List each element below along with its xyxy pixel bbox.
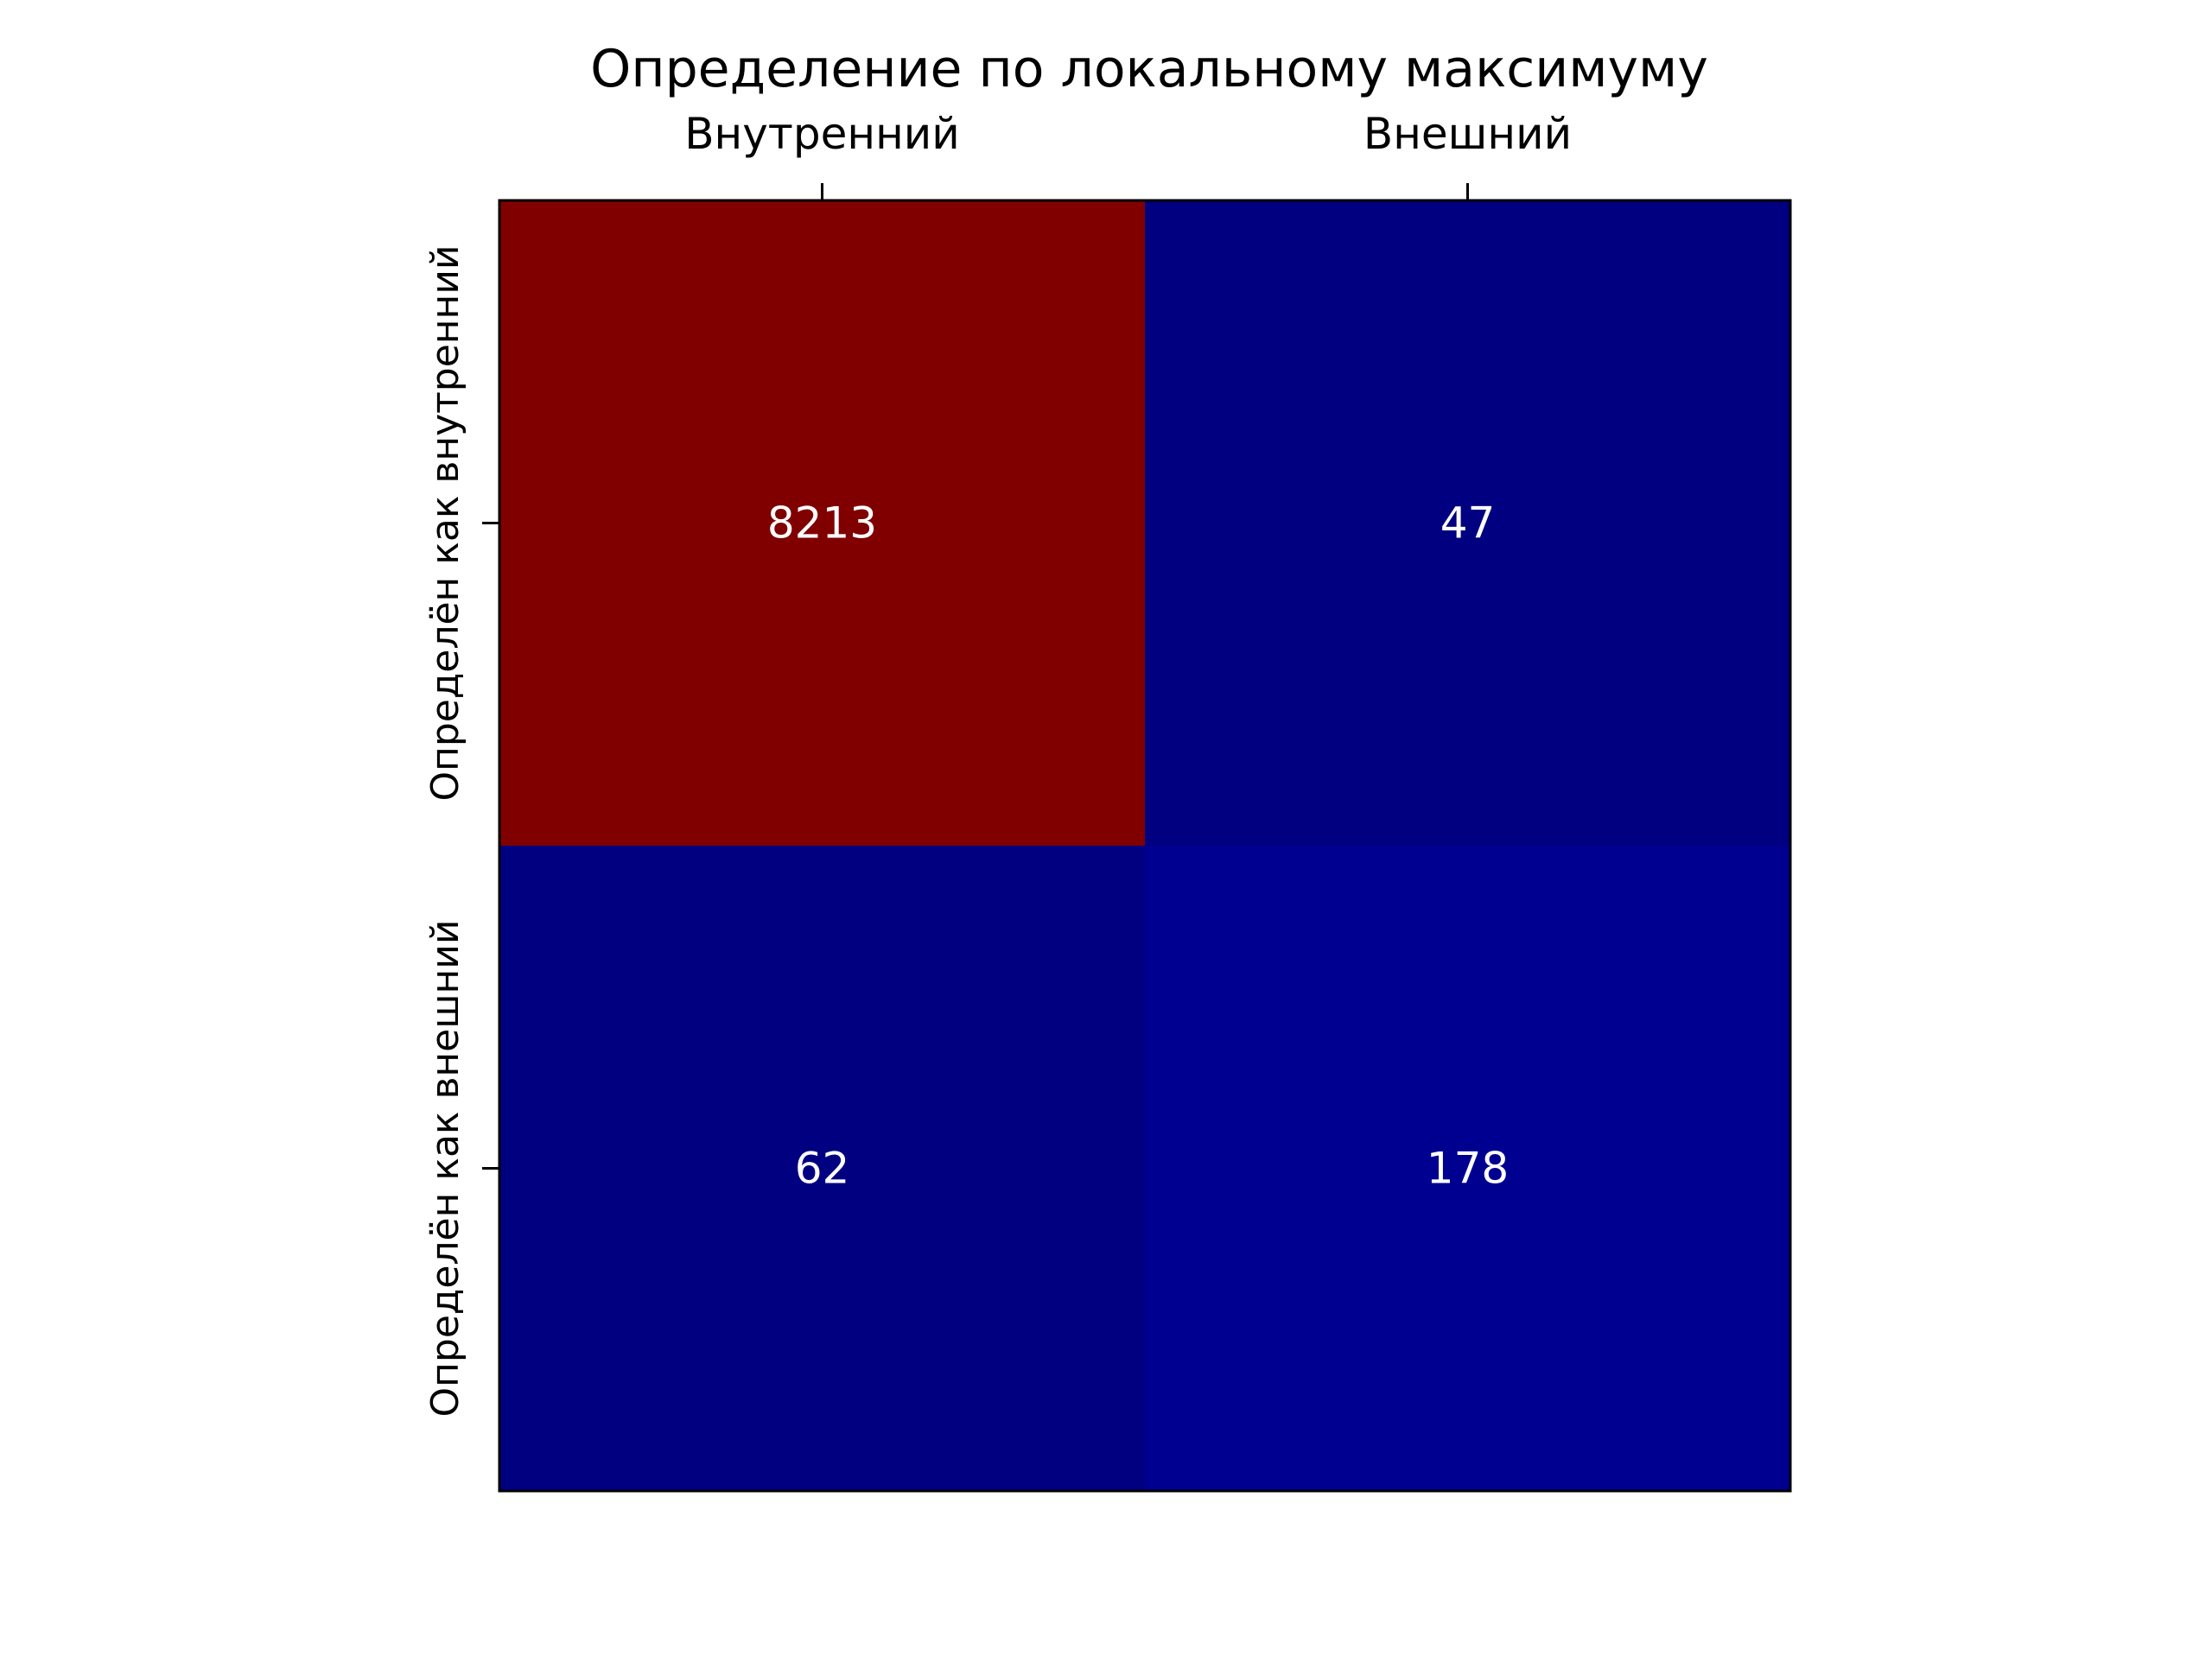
heatmap-cells — [499, 200, 1791, 1492]
y-tick-label-0: Определён как внутренний — [423, 244, 467, 801]
cell-value-labels: 8213 47 62 178 — [767, 498, 1509, 1194]
plot-frame — [498, 199, 1792, 1493]
y-axis-ticks: Определён как внутренний Определён как вн… — [423, 244, 499, 1417]
heatmap-cell-r0-c1 — [1145, 200, 1791, 847]
y-tick-label-1: Определён как внешний — [423, 920, 467, 1418]
x-tick-label-0: Внутренний — [684, 109, 960, 159]
cell-value-r1-c1: 178 — [1427, 1144, 1509, 1194]
cell-value-r0-c0: 8213 — [767, 498, 877, 549]
cell-value-r0-c1: 47 — [1440, 498, 1496, 549]
heatmap-cell-r1-c1 — [1145, 846, 1791, 1492]
cell-value-r1-c0: 62 — [795, 1144, 850, 1194]
x-tick-label-1: Внешний — [1363, 109, 1572, 159]
chart-title: Определение по локальному максимуму — [590, 39, 1708, 99]
heatmap-cell-r1-c0 — [499, 846, 1146, 1492]
heatmap-cell-r0-c0 — [499, 200, 1146, 847]
x-axis-ticks: Внутренний Внешний — [684, 109, 1572, 200]
